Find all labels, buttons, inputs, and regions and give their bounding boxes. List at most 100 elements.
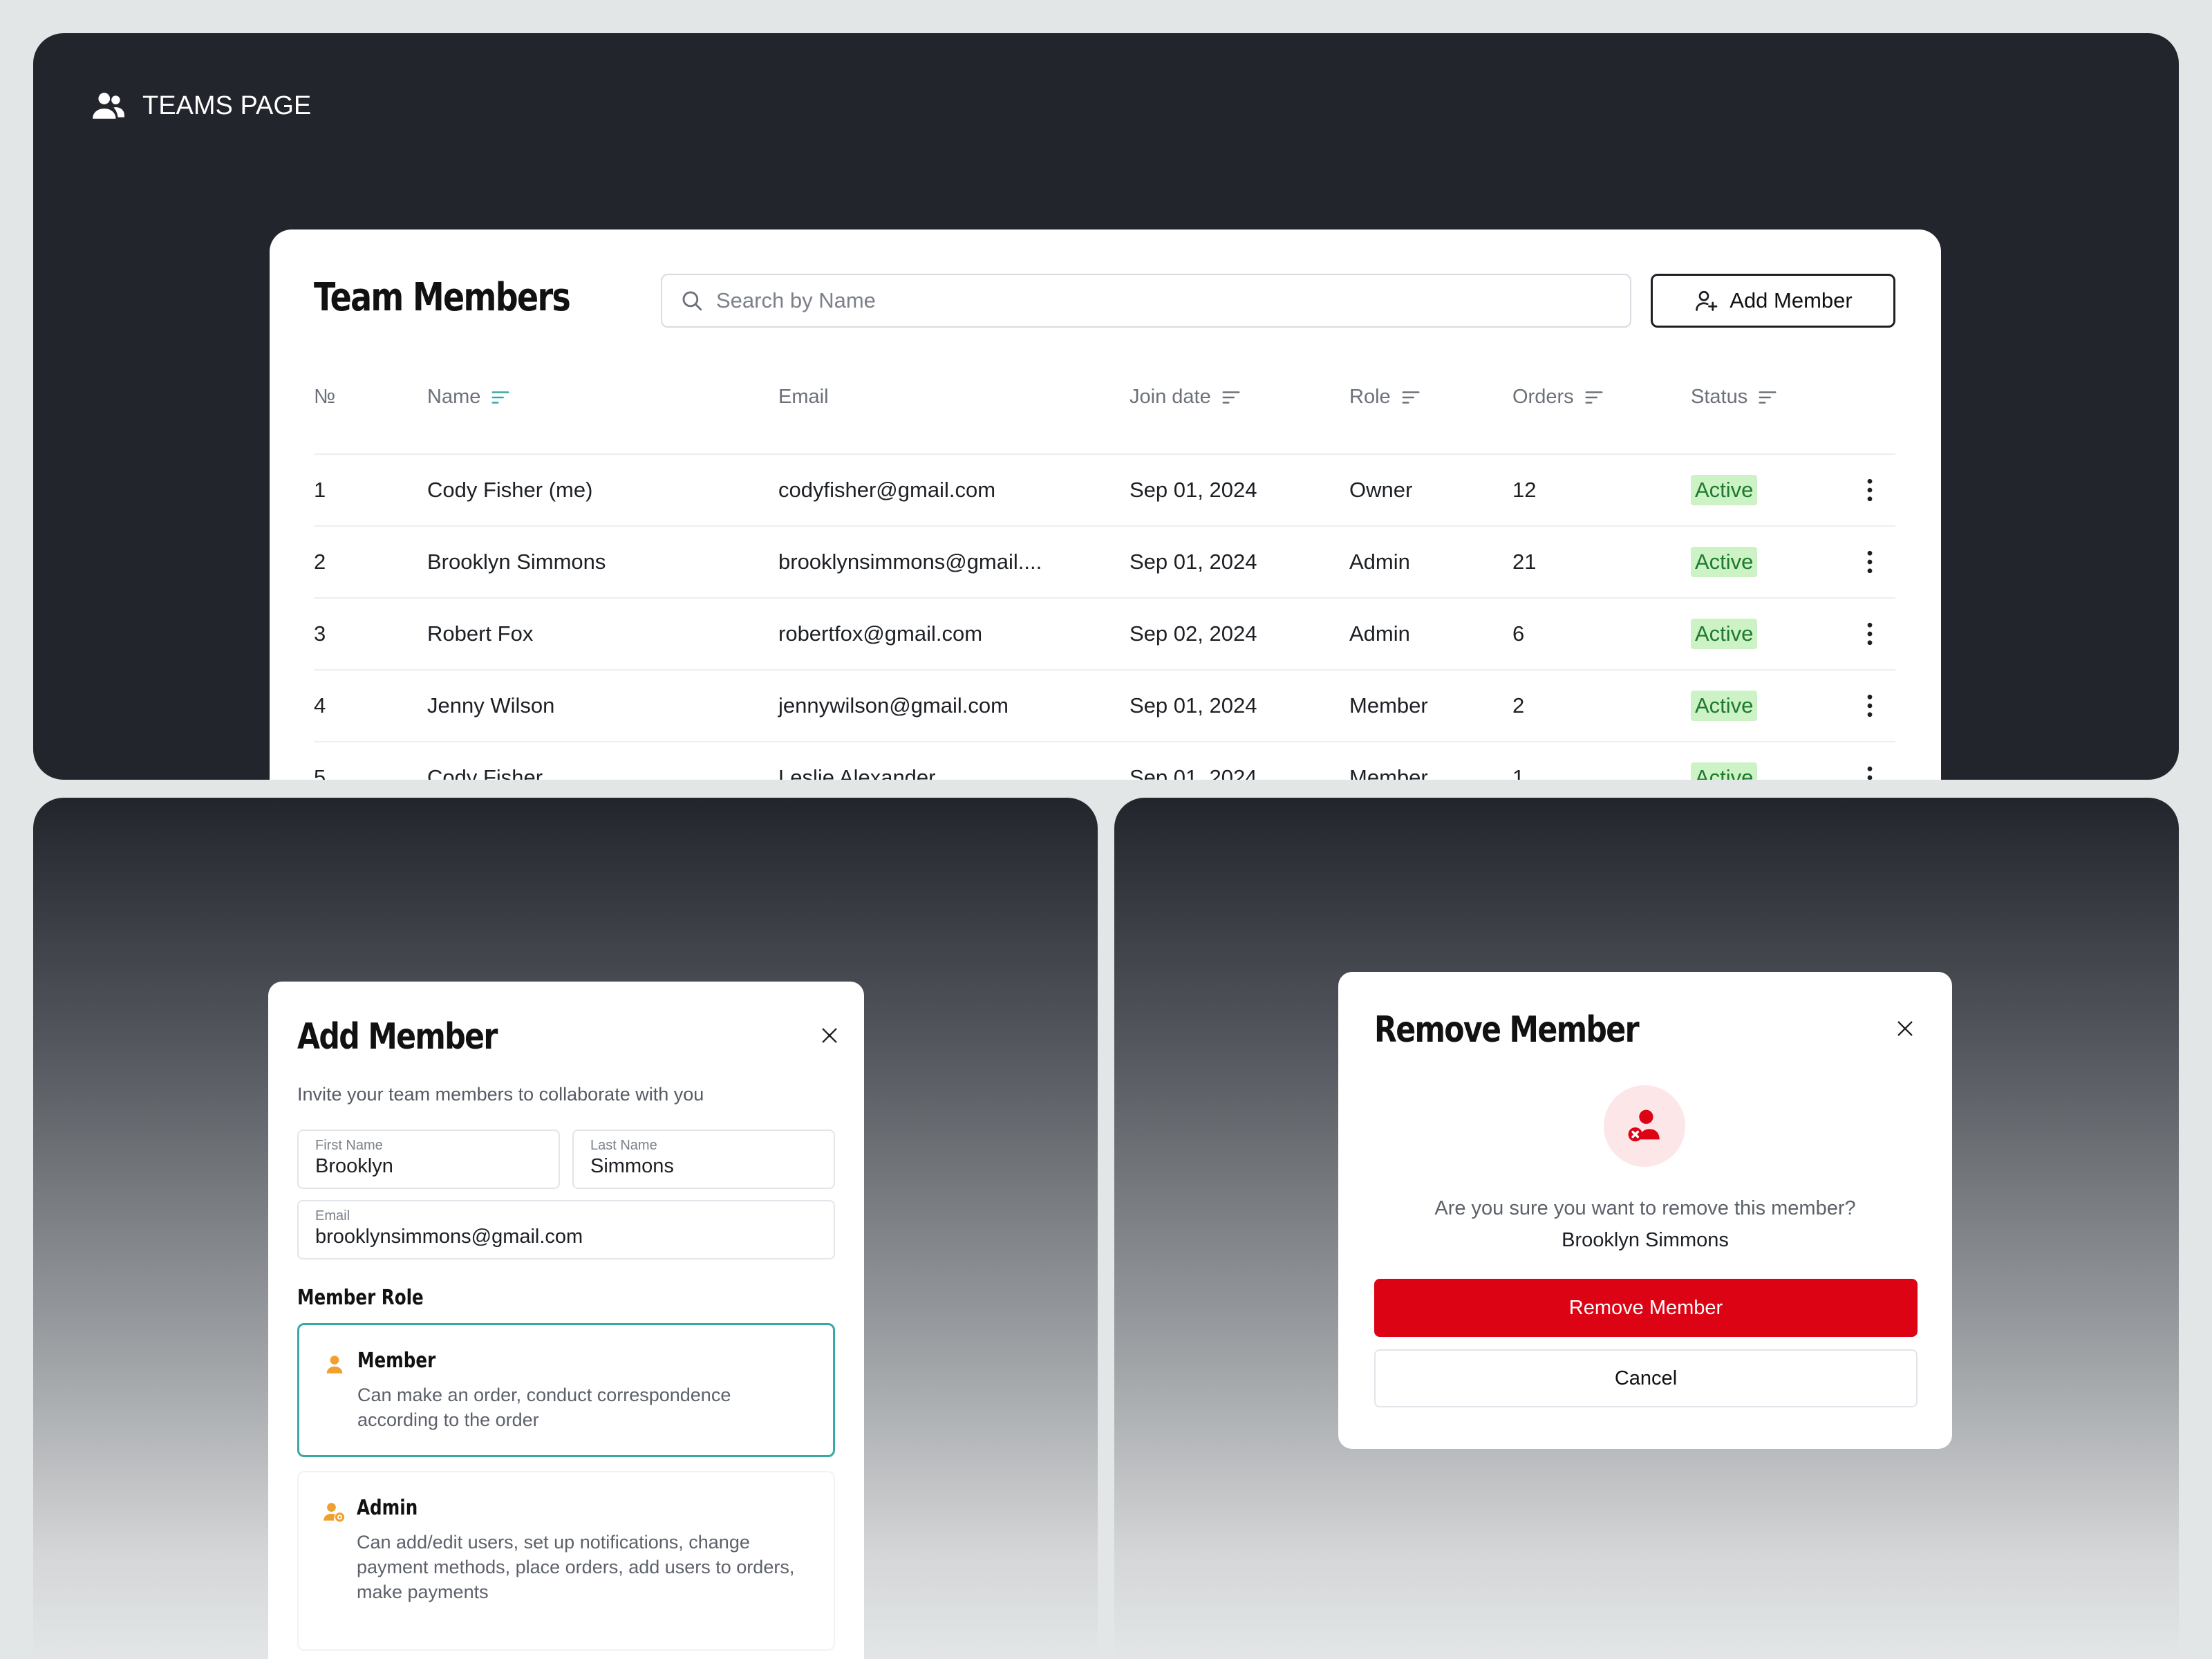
email-value[interactable]: brooklynsimmons@gmail.com [315,1226,583,1248]
row-actions[interactable] [1866,527,1873,597]
more-vertical-icon[interactable] [1866,478,1873,502]
status-badge: Active [1691,762,1758,780]
row-number: 1 [314,478,326,502]
row-number: 5 [314,765,326,780]
row-number: 4 [314,693,326,718]
sort-icon[interactable] [1400,387,1421,408]
member-role: Member [1349,765,1428,780]
table-row[interactable]: 2 Brooklyn Simmons brooklynsimmons@gmail… [314,525,1895,597]
column-status[interactable]: Status [1691,386,1778,409]
order-count: 6 [1512,621,1525,646]
member-name: Brooklyn Simmons [1562,1229,1729,1251]
member-email: brooklynsimmons@gmail.... [778,550,1042,574]
last-name-label: Last Name [590,1138,657,1153]
add-member-button[interactable]: Add Member [1651,274,1895,328]
sort-icon[interactable] [490,387,511,408]
app-title: TEAMS PAGE [142,91,312,120]
cancel-button[interactable]: Cancel [1374,1349,1918,1407]
team-members-card: Team Members Add Member № Name Email Joi… [270,229,1941,780]
close-button[interactable] [1891,1015,1919,1042]
member-name: Cody Fisher (me) [427,478,593,502]
order-count: 2 [1512,693,1525,718]
user-settings-icon [324,1503,345,1522]
search-icon [682,291,702,311]
confirm-question: Are you sure you want to remove this mem… [1434,1197,1856,1219]
status-badge: Active [1691,691,1758,721]
join-date: Sep 02, 2024 [1130,621,1257,646]
row-number: 3 [314,621,326,646]
row-actions[interactable] [1866,455,1873,525]
member-email: Leslie Alexander [778,765,936,780]
column-number: № [314,386,336,408]
role-name: Member [357,1349,436,1373]
status-badge: Active [1691,475,1758,505]
join-date: Sep 01, 2024 [1130,478,1257,502]
search-input[interactable] [716,288,1630,313]
table-row[interactable]: 4 Jenny Wilson jennywilson@gmail.com Sep… [314,669,1895,741]
member-name: Jenny Wilson [427,693,555,718]
order-count: 12 [1512,478,1537,502]
more-vertical-icon[interactable] [1866,622,1873,646]
status-badge: Active [1691,547,1758,577]
member-email: robertfox@gmail.com [778,621,983,646]
table-row[interactable]: 1 Cody Fisher (me) codyfisher@gmail.com … [314,453,1895,525]
row-actions[interactable] [1866,742,1873,780]
user-plus-icon [1696,290,1718,311]
first-name-label: First Name [315,1138,383,1153]
remove-member-button[interactable]: Remove Member [1374,1279,1918,1337]
last-name-field[interactable]: Last Name Simmons [572,1130,835,1189]
member-role: Admin [1349,550,1410,574]
role-option-member[interactable]: Member Can make an order, conduct corres… [297,1323,835,1457]
sort-icon[interactable] [1221,387,1241,408]
modal-title: Remove Member [1374,1009,1640,1051]
page-title: Team Members [314,275,571,320]
column-email: Email [778,386,829,408]
search-box[interactable] [661,274,1631,328]
email-field[interactable]: Email brooklynsimmons@gmail.com [297,1200,835,1259]
close-button[interactable] [816,1022,843,1049]
table-row[interactable]: 3 Robert Fox robertfox@gmail.com Sep 02,… [314,597,1895,669]
remove-user-badge [1604,1085,1685,1167]
row-actions[interactable] [1866,671,1873,741]
add-member-panel: Add Member Invite your team members to c… [33,798,1098,1659]
last-name-value[interactable]: Simmons [590,1155,674,1177]
member-role: Member [1349,693,1428,718]
order-count: 21 [1512,550,1537,574]
add-member-modal: Add Member Invite your team members to c… [268,982,864,1659]
member-email: codyfisher@gmail.com [778,478,996,502]
teams-page-panel: TEAMS PAGE Team Members Add Member № Nam… [33,33,2179,780]
role-description: Can make an order, conduct correspondenc… [357,1385,731,1430]
join-date: Sep 01, 2024 [1130,550,1257,574]
member-role: Admin [1349,621,1410,646]
modal-subtitle: Invite your team members to collaborate … [297,1084,704,1105]
column-role[interactable]: Role [1349,386,1421,409]
table-header: № Name Email Join date Role Orders Statu… [314,386,1895,424]
close-icon[interactable] [820,1026,839,1045]
table-row[interactable]: 5 Cody Fisher Leslie Alexander Sep 01, 2… [314,741,1895,780]
join-date: Sep 01, 2024 [1130,765,1257,780]
role-option-admin[interactable]: Admin Can add/edit users, set up notific… [297,1471,835,1651]
member-name: Brooklyn Simmons [427,550,606,574]
more-vertical-icon[interactable] [1866,550,1873,574]
role-name: Admin [357,1496,418,1520]
join-date: Sep 01, 2024 [1130,693,1257,718]
column-orders[interactable]: Orders [1512,386,1604,409]
order-count: 1 [1512,765,1525,780]
more-vertical-icon[interactable] [1866,766,1873,780]
first-name-value[interactable]: Brooklyn [315,1155,393,1177]
remove-member-panel: Remove Member Are you sure you want to r… [1114,798,2179,1659]
first-name-field[interactable]: First Name Brooklyn [297,1130,560,1189]
column-name[interactable]: Name [427,386,511,409]
close-icon[interactable] [1895,1019,1915,1038]
email-label: Email [315,1208,350,1224]
status-badge: Active [1691,619,1758,649]
sort-icon[interactable] [1757,387,1778,408]
more-vertical-icon[interactable] [1866,694,1873,718]
users-icon [93,93,124,119]
row-actions[interactable] [1866,599,1873,669]
column-join-date[interactable]: Join date [1130,386,1241,409]
role-description: Can add/edit users, set up notifications… [357,1532,795,1602]
user-icon [326,1356,343,1374]
sort-icon[interactable] [1584,387,1604,408]
member-email: jennywilson@gmail.com [778,693,1009,718]
